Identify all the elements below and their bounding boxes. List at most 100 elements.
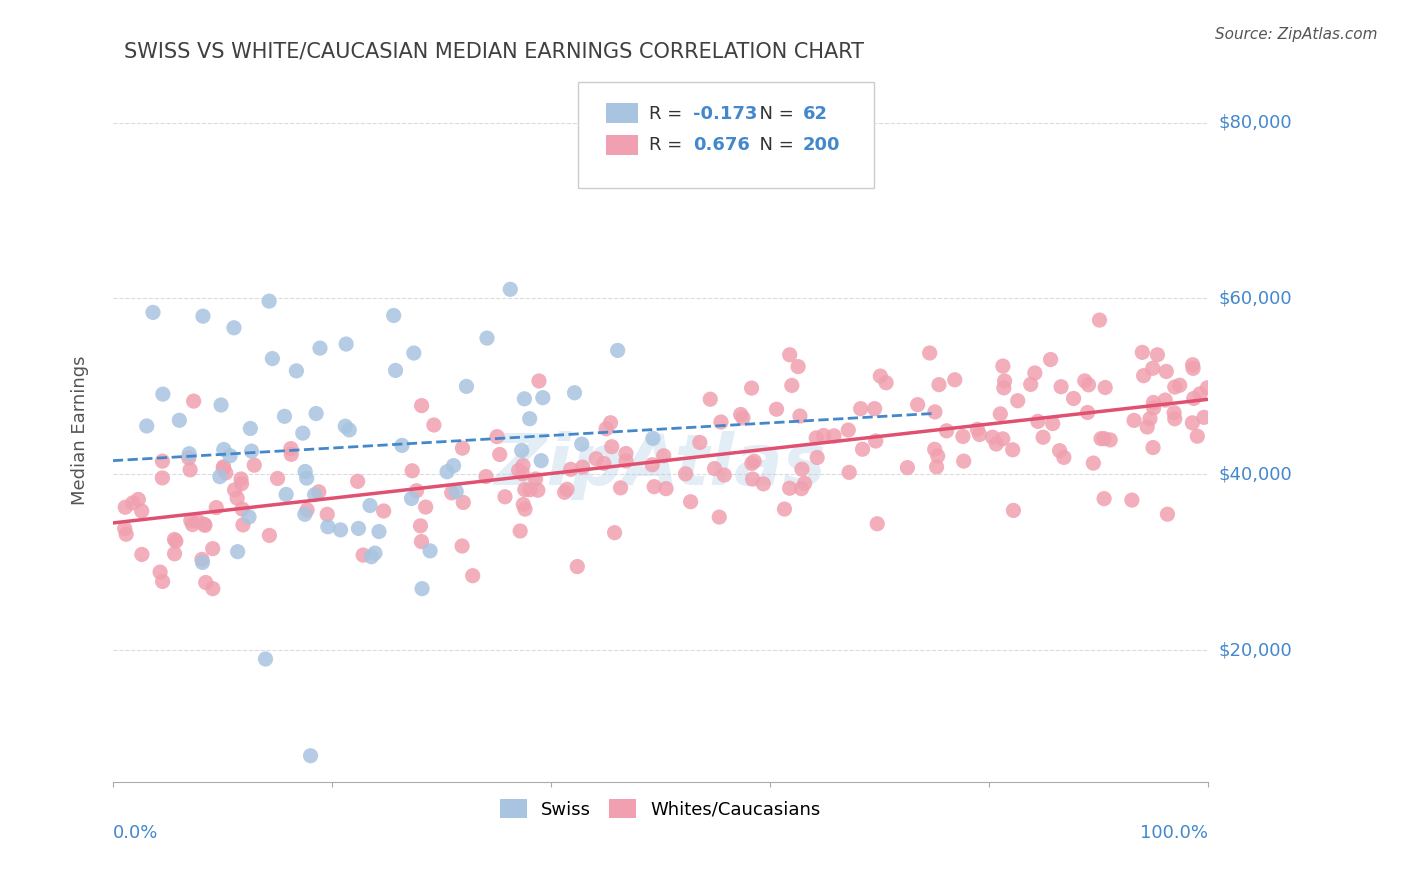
- Point: [346, 475, 368, 489]
- Point: [285, 364, 308, 378]
- Point: [1042, 417, 1064, 431]
- Point: [709, 510, 731, 524]
- Point: [150, 471, 173, 485]
- Point: [1032, 430, 1054, 444]
- Point: [866, 516, 889, 531]
- Point: [790, 482, 813, 496]
- Legend: Swiss, Whites/Caucasians: Swiss, Whites/Caucasians: [489, 789, 832, 830]
- Point: [600, 440, 623, 454]
- Point: [849, 401, 872, 416]
- Point: [131, 548, 153, 562]
- Point: [1139, 411, 1161, 425]
- Text: N =: N =: [748, 104, 800, 123]
- Point: [907, 398, 929, 412]
- Point: [114, 500, 136, 515]
- Point: [391, 438, 413, 452]
- Point: [488, 448, 510, 462]
- Point: [212, 459, 235, 474]
- Point: [1188, 386, 1211, 401]
- Point: [179, 447, 201, 461]
- Point: [183, 394, 205, 409]
- Point: [352, 548, 374, 562]
- Point: [201, 582, 224, 596]
- Point: [194, 575, 217, 590]
- Point: [1019, 377, 1042, 392]
- Point: [226, 491, 249, 505]
- Point: [191, 552, 214, 566]
- Text: 100.0%: 100.0%: [1140, 824, 1208, 842]
- Point: [243, 458, 266, 472]
- Text: ZipAtlas: ZipAtlas: [495, 431, 827, 500]
- Point: [259, 528, 281, 542]
- Point: [494, 490, 516, 504]
- Text: $20,000: $20,000: [1219, 641, 1292, 659]
- Point: [411, 399, 433, 413]
- Point: [451, 441, 474, 455]
- Point: [787, 359, 810, 374]
- Point: [423, 417, 446, 432]
- Point: [280, 442, 302, 456]
- Point: [205, 500, 228, 515]
- Point: [152, 387, 174, 401]
- Point: [1039, 352, 1062, 367]
- Point: [603, 525, 626, 540]
- Point: [509, 524, 531, 538]
- Text: 0.676: 0.676: [693, 136, 749, 154]
- Point: [1181, 416, 1204, 430]
- Point: [527, 374, 550, 388]
- Point: [121, 496, 143, 510]
- Point: [226, 544, 249, 558]
- Point: [409, 518, 432, 533]
- Point: [231, 502, 253, 516]
- Text: 62: 62: [803, 104, 828, 123]
- Point: [239, 421, 262, 435]
- Point: [512, 458, 534, 473]
- Point: [981, 430, 1004, 444]
- Point: [571, 460, 593, 475]
- Point: [212, 442, 235, 457]
- Point: [1164, 411, 1187, 425]
- Point: [1143, 401, 1166, 415]
- Point: [316, 508, 339, 522]
- Point: [1163, 406, 1185, 420]
- Text: R =: R =: [650, 104, 689, 123]
- Point: [773, 502, 796, 516]
- Text: N =: N =: [748, 136, 800, 154]
- Point: [508, 463, 530, 477]
- Point: [294, 465, 316, 479]
- Point: [655, 482, 678, 496]
- Point: [135, 419, 157, 434]
- Point: [115, 527, 138, 541]
- Bar: [606, 103, 638, 123]
- Point: [1099, 433, 1122, 447]
- Text: $60,000: $60,000: [1219, 289, 1292, 308]
- Point: [440, 486, 463, 500]
- Point: [219, 449, 242, 463]
- Point: [1156, 364, 1178, 378]
- Point: [703, 461, 725, 475]
- Point: [1130, 345, 1153, 359]
- Point: [382, 309, 405, 323]
- Point: [806, 450, 828, 465]
- Point: [291, 426, 314, 441]
- Point: [679, 494, 702, 508]
- Point: [567, 559, 589, 574]
- Point: [675, 467, 697, 481]
- Point: [1182, 392, 1205, 406]
- Point: [793, 476, 815, 491]
- Point: [1192, 410, 1215, 425]
- FancyBboxPatch shape: [578, 82, 873, 187]
- Point: [114, 522, 136, 536]
- Point: [952, 454, 974, 468]
- Point: [614, 446, 637, 460]
- Point: [813, 428, 835, 442]
- Point: [411, 582, 433, 596]
- Y-axis label: Median Earnings: Median Earnings: [72, 356, 89, 505]
- Point: [524, 472, 547, 486]
- Point: [194, 518, 217, 533]
- Point: [564, 385, 586, 400]
- Point: [451, 495, 474, 509]
- Point: [1007, 393, 1029, 408]
- Point: [461, 568, 484, 582]
- Point: [208, 469, 231, 483]
